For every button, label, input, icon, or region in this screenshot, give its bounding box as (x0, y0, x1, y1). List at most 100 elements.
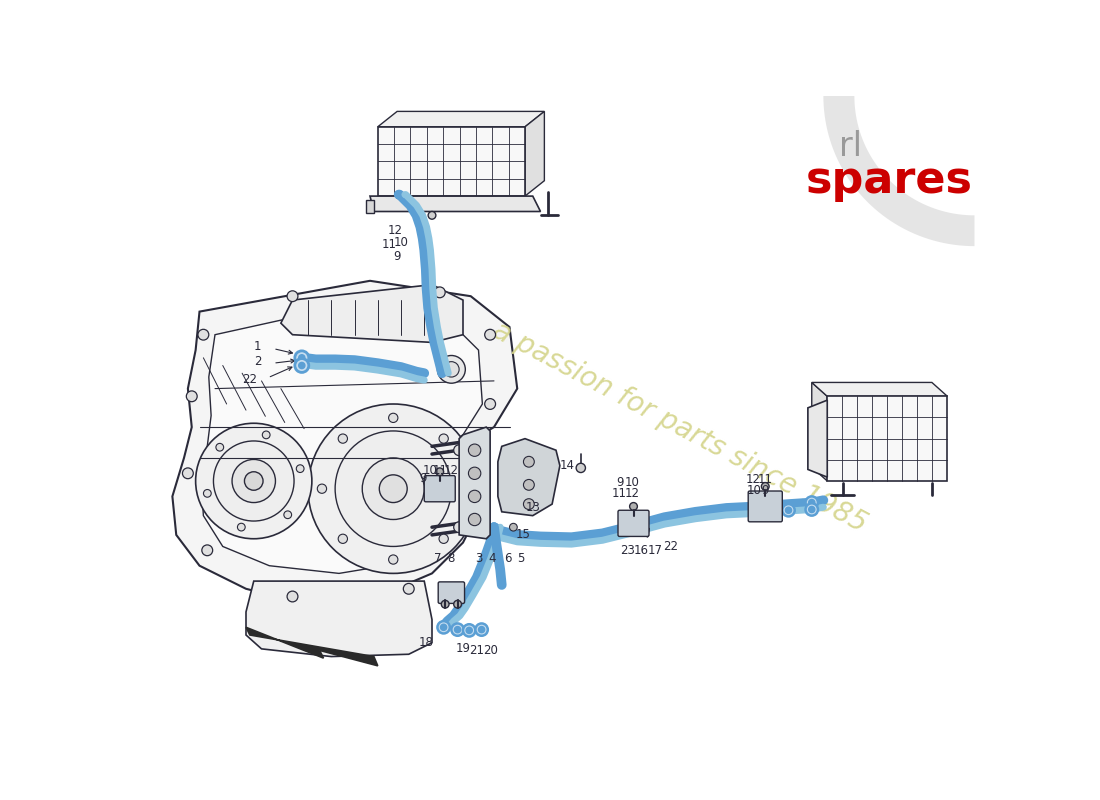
Text: spares: spares (805, 159, 972, 202)
Circle shape (524, 456, 535, 467)
Text: 22: 22 (663, 540, 679, 553)
Circle shape (388, 555, 398, 564)
Circle shape (469, 490, 481, 502)
Text: 9: 9 (394, 250, 400, 262)
Circle shape (338, 534, 348, 543)
Text: 17: 17 (648, 544, 662, 557)
Circle shape (453, 600, 462, 608)
Circle shape (336, 431, 451, 546)
Circle shape (485, 330, 495, 340)
Circle shape (466, 627, 472, 634)
FancyBboxPatch shape (438, 582, 464, 603)
Text: 12: 12 (387, 224, 403, 238)
Text: 21: 21 (470, 644, 484, 657)
Circle shape (805, 503, 818, 516)
Circle shape (478, 626, 485, 633)
Circle shape (469, 514, 481, 526)
Circle shape (287, 591, 298, 602)
Text: 18: 18 (418, 636, 433, 650)
Polygon shape (377, 111, 544, 126)
Text: 9: 9 (761, 484, 769, 497)
Circle shape (761, 482, 769, 490)
Circle shape (808, 506, 815, 513)
Circle shape (296, 465, 304, 473)
Text: 7: 7 (434, 551, 442, 565)
Polygon shape (377, 126, 525, 196)
Text: 10: 10 (625, 476, 639, 489)
Text: 11: 11 (758, 473, 772, 486)
Text: 10: 10 (424, 465, 438, 478)
Text: 10: 10 (746, 484, 761, 497)
Text: 3: 3 (475, 551, 482, 565)
Polygon shape (807, 400, 827, 477)
Polygon shape (498, 438, 560, 516)
Circle shape (284, 511, 292, 518)
Circle shape (629, 502, 637, 510)
Text: 20: 20 (483, 644, 497, 657)
Circle shape (238, 523, 245, 531)
FancyBboxPatch shape (748, 491, 782, 522)
Text: 13: 13 (526, 502, 540, 514)
Circle shape (262, 431, 271, 438)
Circle shape (782, 504, 794, 517)
Circle shape (463, 624, 475, 637)
Circle shape (785, 507, 792, 514)
Circle shape (295, 351, 309, 365)
Text: 19: 19 (455, 642, 471, 655)
Text: 9: 9 (616, 476, 624, 489)
Text: rl: rl (839, 130, 862, 162)
Circle shape (469, 444, 481, 456)
Polygon shape (812, 382, 827, 481)
Polygon shape (280, 285, 463, 342)
Circle shape (201, 545, 212, 556)
Circle shape (196, 423, 312, 538)
Text: 2: 2 (254, 355, 262, 368)
Circle shape (439, 534, 449, 543)
Circle shape (509, 523, 517, 531)
Circle shape (317, 484, 327, 494)
Polygon shape (525, 111, 544, 196)
Polygon shape (173, 281, 517, 604)
Circle shape (186, 391, 197, 402)
Circle shape (443, 362, 459, 377)
Circle shape (439, 434, 449, 443)
Circle shape (295, 358, 309, 373)
Circle shape (434, 287, 446, 298)
Circle shape (287, 291, 298, 302)
Circle shape (299, 354, 305, 361)
Circle shape (453, 522, 464, 533)
Circle shape (436, 468, 443, 476)
Polygon shape (201, 304, 483, 574)
Polygon shape (824, 0, 1097, 246)
Text: 22: 22 (242, 373, 257, 386)
Circle shape (216, 443, 223, 451)
Circle shape (388, 414, 398, 422)
Polygon shape (246, 627, 377, 666)
Circle shape (244, 472, 263, 490)
Circle shape (454, 626, 461, 633)
Text: 23: 23 (620, 544, 635, 557)
Circle shape (232, 459, 275, 502)
Circle shape (438, 355, 465, 383)
Polygon shape (246, 581, 432, 657)
Text: 5: 5 (517, 551, 524, 565)
Circle shape (338, 434, 348, 443)
FancyBboxPatch shape (425, 476, 455, 502)
Circle shape (213, 441, 294, 521)
Text: 16: 16 (634, 544, 649, 557)
Circle shape (404, 583, 415, 594)
Polygon shape (812, 382, 947, 396)
Circle shape (299, 362, 305, 369)
Text: a passion for parts since 1985: a passion for parts since 1985 (488, 316, 872, 538)
Polygon shape (370, 196, 540, 211)
Circle shape (576, 463, 585, 473)
Text: 8: 8 (448, 551, 455, 565)
Circle shape (428, 211, 436, 219)
FancyBboxPatch shape (618, 510, 649, 537)
Text: 12: 12 (444, 465, 459, 478)
Circle shape (379, 475, 407, 502)
Text: 12: 12 (625, 487, 639, 500)
Circle shape (451, 623, 464, 636)
Text: 9: 9 (419, 472, 427, 485)
Circle shape (204, 490, 211, 498)
